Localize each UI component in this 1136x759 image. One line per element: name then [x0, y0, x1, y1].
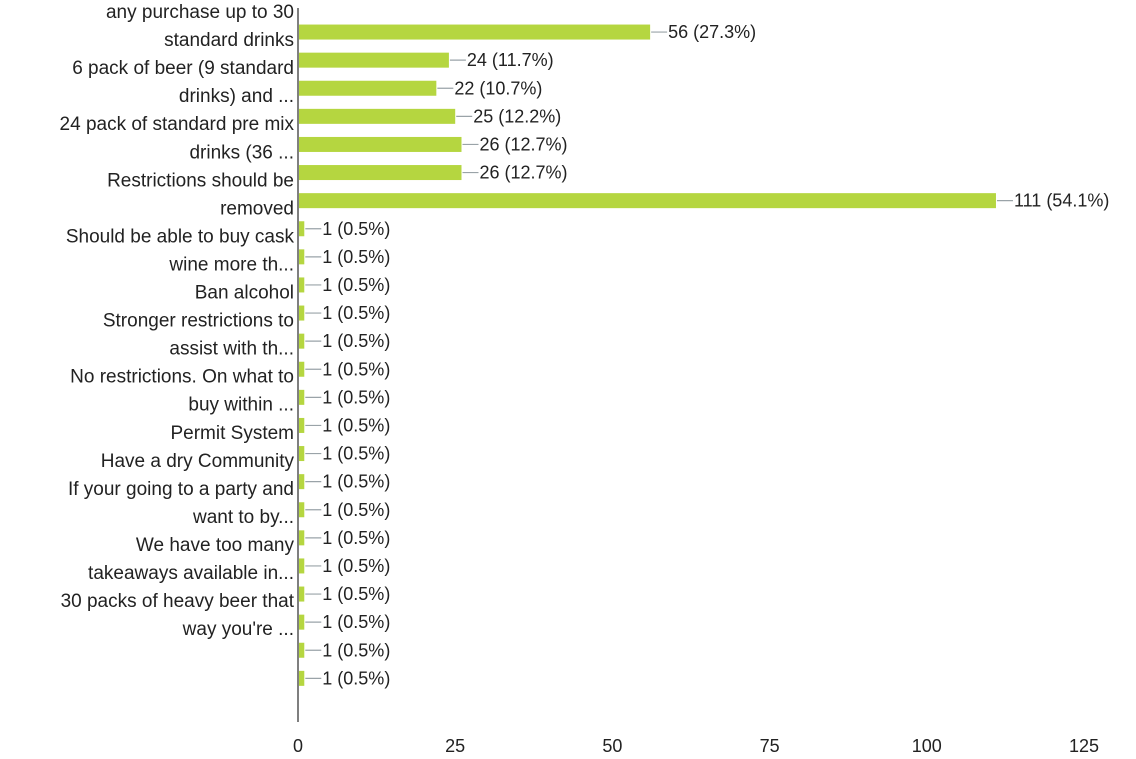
bar: [299, 417, 305, 433]
data-label: 1 (0.5%): [322, 275, 390, 295]
data-label: 1 (0.5%): [322, 640, 390, 660]
data-label: 1 (0.5%): [322, 387, 390, 407]
data-label: 1 (0.5%): [322, 612, 390, 632]
category-label: assist with th...: [169, 339, 294, 360]
bar: [299, 305, 305, 321]
data-label: 1 (0.5%): [322, 359, 390, 379]
data-label: 26 (12.7%): [479, 163, 567, 183]
category-label: drinks) and ...: [179, 86, 294, 107]
x-tick-label: 100: [912, 736, 942, 756]
bar: [299, 80, 437, 96]
data-label: 56 (27.3%): [668, 22, 756, 42]
bars: [299, 24, 996, 686]
x-tick-label: 125: [1069, 736, 1099, 756]
bar: [299, 361, 305, 377]
bar: [299, 52, 449, 68]
category-labels: any purchase up to 30 standard drinks 6 pa…: [60, 2, 295, 640]
data-label: 1 (0.5%): [322, 528, 390, 548]
x-axis-ticks: 0 25 50 75 100 125: [293, 736, 1099, 756]
category-label: want to by...: [192, 507, 294, 528]
category-label: Restrictions should be: [107, 170, 294, 191]
bar: [299, 642, 305, 658]
category-label: Should be able to buy cask: [66, 226, 295, 247]
data-label: 1 (0.5%): [322, 584, 390, 604]
data-labels: 56 (27.3%) 24 (11.7%) 22 (10.7%) 25 (12.2%)…: [322, 22, 1109, 688]
data-label: 1 (0.5%): [322, 415, 390, 435]
leader-lines: [305, 31, 1013, 679]
category-label: Ban alcohol: [195, 283, 294, 304]
bar: [299, 614, 305, 630]
bar: [299, 108, 456, 124]
category-label: If your going to a party and: [68, 479, 294, 500]
category-label: Permit System: [170, 423, 294, 444]
category-label: 6 pack of beer (9 standard: [72, 58, 294, 79]
data-label: 24 (11.7%): [467, 50, 554, 70]
category-label: No restrictions. On what to: [70, 367, 294, 388]
category-label: wine more th...: [168, 254, 294, 275]
data-label: 1 (0.5%): [322, 668, 390, 688]
category-label: drinks (36 ...: [189, 142, 294, 163]
category-label: 24 pack of standard pre mix: [60, 114, 295, 135]
category-label: way you're ...: [182, 619, 294, 640]
data-label: 1 (0.5%): [322, 556, 390, 576]
bar: [299, 249, 305, 265]
bar: [299, 136, 462, 152]
data-label: 25 (12.2%): [473, 106, 561, 126]
data-label: 1 (0.5%): [322, 247, 390, 267]
x-tick-label: 75: [760, 736, 780, 756]
category-label: Stronger restrictions to: [103, 311, 294, 332]
bar: [299, 502, 305, 518]
bar: [299, 446, 305, 462]
bar: [299, 277, 305, 293]
bar: [299, 333, 305, 349]
x-tick-label: 25: [445, 736, 465, 756]
category-label: any purchase up to 30: [106, 2, 294, 23]
bar: [299, 24, 651, 40]
category-label: 30 packs of heavy beer that: [61, 591, 295, 612]
data-label: 1 (0.5%): [322, 444, 390, 464]
bar: [299, 221, 305, 237]
data-label: 1 (0.5%): [322, 500, 390, 520]
category-label: Have a dry Community: [101, 451, 295, 472]
bar: [299, 558, 305, 574]
bar: [299, 670, 305, 686]
bar: [299, 193, 996, 209]
bar: [299, 530, 305, 546]
category-label: takeaways available in...: [88, 563, 294, 584]
data-label: 1 (0.5%): [322, 219, 390, 239]
data-label: 111 (54.1%): [1014, 191, 1109, 211]
x-tick-label: 50: [602, 736, 622, 756]
data-label: 26 (12.7%): [479, 134, 567, 154]
bar: [299, 586, 305, 602]
x-tick-label: 0: [293, 736, 303, 756]
category-label: removed: [220, 198, 294, 219]
data-label: 1 (0.5%): [322, 303, 390, 323]
data-label: 1 (0.5%): [322, 472, 390, 492]
category-label: buy within ...: [188, 395, 294, 416]
data-label: 22 (10.7%): [454, 78, 542, 98]
category-label: We have too many: [136, 535, 295, 556]
data-label: 1 (0.5%): [322, 331, 390, 351]
bar: [299, 474, 305, 490]
bar: [299, 389, 305, 405]
bar: [299, 165, 462, 181]
category-label: standard drinks: [164, 30, 294, 51]
